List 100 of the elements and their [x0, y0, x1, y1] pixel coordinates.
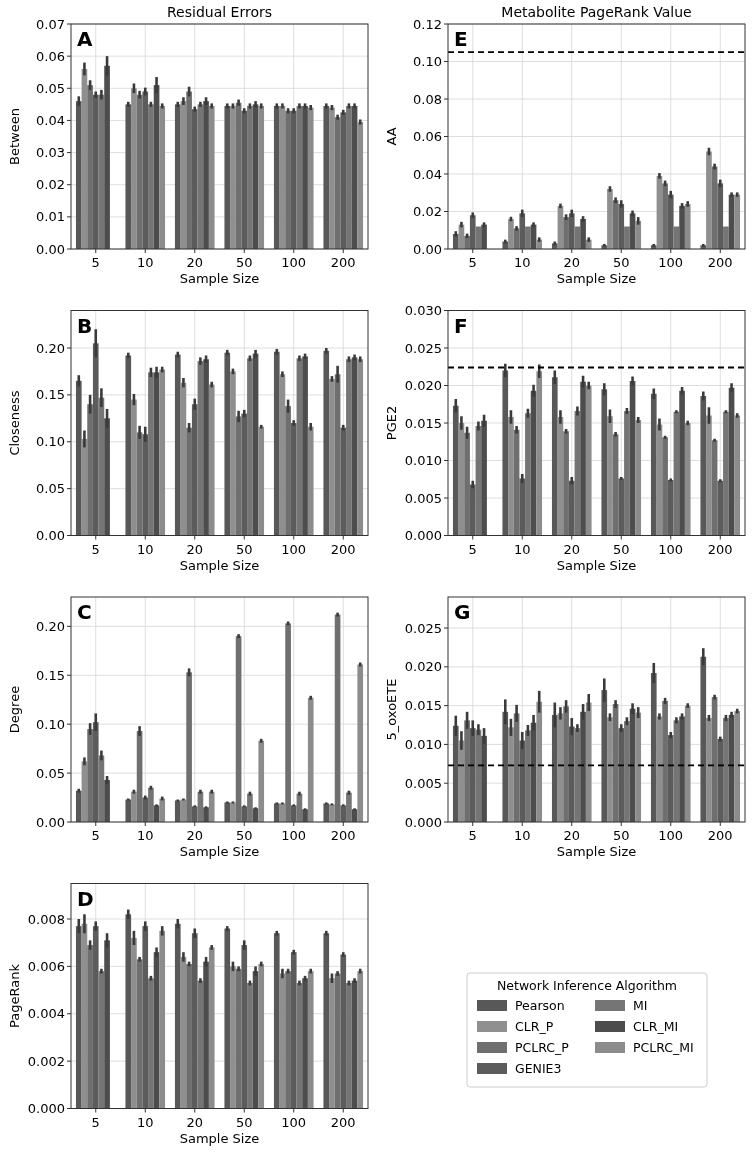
x-tick-label: 20 [186, 1114, 204, 1130]
annotation: C [77, 600, 92, 624]
y-tick-label: 0.12 [413, 16, 442, 32]
y-tick-label: 0.00 [36, 241, 65, 257]
y-tick-label: 0.000 [404, 528, 442, 544]
x-axis-title: Sample Size [179, 271, 260, 286]
y-tick-label: 0.10 [413, 54, 442, 70]
x-tick-label: 50 [612, 828, 630, 843]
x-tick-label: 10 [513, 255, 531, 270]
y-tick-label: 0.020 [404, 378, 442, 394]
x-tick-label: 20 [563, 255, 581, 270]
annotation: A [77, 27, 93, 51]
x-tick-label: 200 [330, 1114, 356, 1130]
y-tick-label: 0.000 [404, 814, 442, 830]
x-axis-title: Sample Size [556, 271, 637, 286]
x-tick-label: 200 [707, 255, 733, 270]
y-tick-label: 0.08 [413, 91, 442, 107]
x-tick-label: 20 [186, 541, 204, 557]
x-tick-label: 5 [468, 828, 477, 843]
y-tick-label: 0.15 [36, 667, 65, 683]
y-tick-label: 0.015 [404, 698, 442, 714]
y-tick-label: 0.01 [36, 209, 65, 225]
x-tick-label: 10 [136, 255, 154, 270]
y-axis-title: Between [7, 108, 22, 165]
x-tick-label: 5 [91, 828, 100, 843]
y-axis-title: 5_oxoETE [384, 678, 399, 741]
y-tick-label: 0.00 [413, 241, 442, 257]
y-tick-label: 0.04 [36, 112, 65, 128]
y-tick-label: 0.025 [404, 340, 442, 356]
x-tick-label: 50 [612, 255, 630, 270]
y-tick-label: 0.20 [36, 618, 65, 634]
x-tick-label: 100 [281, 1114, 307, 1130]
y-tick-label: 0.06 [36, 48, 65, 64]
y-tick-label: 0.030 [404, 303, 442, 319]
y-tick-label: 0.015 [404, 415, 442, 431]
x-tick-label: 200 [330, 541, 356, 557]
legend-label: GENIE3 [515, 1061, 562, 1076]
y-tick-label: 0.008 [27, 911, 65, 927]
y-tick-label: 0.05 [36, 80, 65, 96]
x-tick-label: 50 [235, 541, 253, 557]
chart-title: Metabolite PageRank Value [501, 4, 692, 20]
x-axis-title: Sample Size [556, 844, 637, 859]
y-tick-label: 0.005 [404, 490, 442, 506]
y-tick-label: 0.03 [36, 145, 65, 161]
y-tick-label: 0.10 [36, 434, 65, 450]
y-tick-label: 0.02 [36, 177, 65, 193]
x-tick-label: 100 [281, 541, 307, 557]
y-tick-label: 0.00 [36, 814, 65, 830]
legend-label: PCLRC_P [515, 1040, 570, 1055]
x-tick-label: 10 [513, 828, 531, 843]
x-tick-label: 200 [707, 828, 733, 843]
y-tick-label: 0.025 [404, 620, 442, 636]
y-axis-title: AA [384, 127, 399, 146]
x-tick-label: 100 [658, 541, 684, 557]
y-axis-title: PGE2 [384, 405, 399, 441]
legend-label: PCLRC_MI [633, 1040, 694, 1055]
x-tick-label: 20 [563, 541, 581, 557]
x-axis-title: Sample Size [556, 557, 637, 573]
y-tick-label: 0.15 [36, 387, 65, 403]
y-tick-label: 0.000 [27, 1101, 65, 1117]
y-tick-label: 0.05 [36, 765, 65, 781]
x-tick-label: 200 [330, 255, 356, 270]
x-tick-label: 10 [136, 1114, 154, 1130]
x-tick-label: 5 [91, 255, 100, 270]
x-tick-label: 10 [136, 828, 154, 843]
y-tick-label: 0.00 [36, 528, 65, 544]
y-tick-label: 0.05 [36, 481, 65, 497]
y-tick-label: 0.02 [413, 204, 442, 220]
x-tick-label: 20 [186, 255, 204, 270]
x-axis-title: Sample Size [179, 557, 260, 573]
y-axis-title: Degree [7, 685, 22, 734]
x-tick-label: 50 [235, 1114, 253, 1130]
annotation: E [454, 27, 468, 51]
y-axis-title: PageRank [7, 963, 22, 1028]
x-tick-label: 50 [612, 541, 630, 557]
y-tick-label: 0.07 [36, 16, 65, 32]
chart-title: Residual Errors [167, 4, 272, 20]
x-axis-title: Sample Size [179, 844, 260, 859]
x-tick-label: 100 [281, 255, 307, 270]
legend-label: CLR_P [515, 1019, 554, 1034]
x-tick-label: 5 [468, 541, 477, 557]
x-tick-label: 5 [91, 1114, 100, 1130]
x-tick-label: 50 [235, 255, 253, 270]
x-axis-title: Sample Size [179, 1130, 260, 1146]
x-tick-label: 10 [513, 541, 531, 557]
annotation: F [454, 313, 468, 338]
legend-label: Pearson [515, 998, 565, 1013]
x-tick-label: 100 [281, 828, 307, 843]
y-tick-label: 0.20 [36, 340, 65, 356]
x-tick-label: 10 [136, 541, 154, 557]
x-tick-label: 20 [563, 828, 581, 843]
annotation: G [454, 600, 471, 624]
y-tick-label: 0.010 [404, 453, 442, 469]
x-tick-label: 200 [707, 541, 733, 557]
x-tick-label: 100 [658, 828, 684, 843]
legend-title: Network Inference Algorithm [496, 978, 678, 993]
y-tick-label: 0.010 [404, 736, 442, 752]
y-tick-label: 0.006 [27, 958, 65, 974]
x-tick-label: 5 [91, 541, 100, 557]
y-tick-label: 0.04 [413, 166, 442, 182]
